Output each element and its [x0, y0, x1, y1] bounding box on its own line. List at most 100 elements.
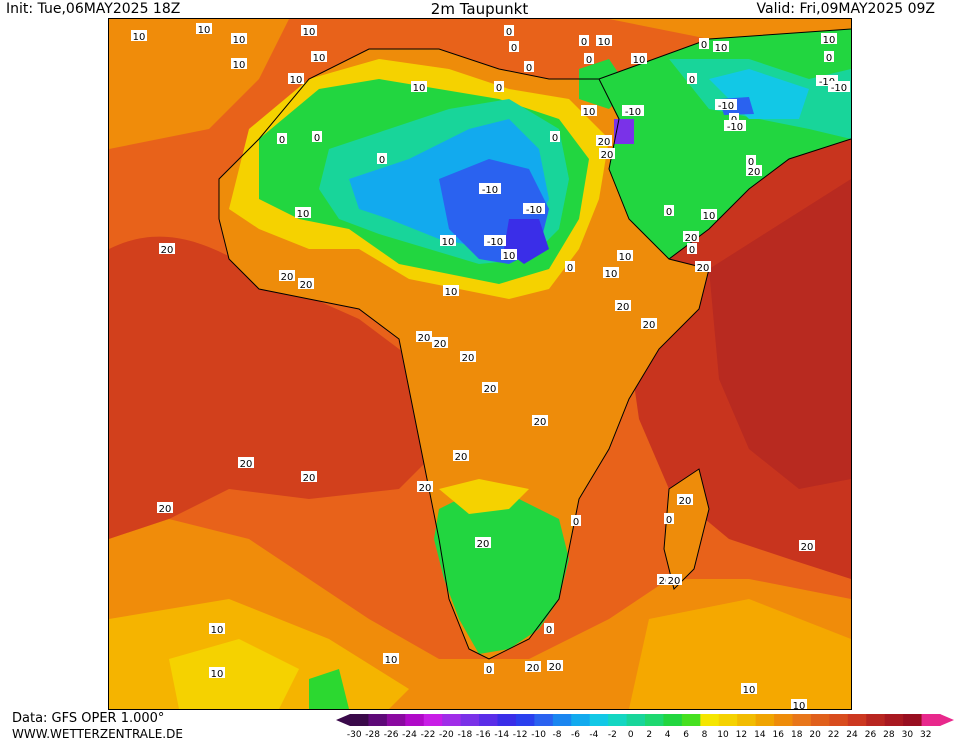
legend-swatch [552, 714, 572, 726]
contour-label: 20 [801, 542, 814, 553]
contour-label-bg [312, 131, 322, 142]
contour-label-bg [279, 270, 295, 281]
contour-label: 20 [240, 459, 253, 470]
contour-label-bg [231, 58, 247, 69]
contour-label-bg [547, 660, 563, 671]
contour-label-bg [713, 41, 729, 52]
legend-tick-label: 16 [773, 730, 785, 740]
contour-label-bg [311, 51, 327, 62]
legend-swatch [663, 714, 683, 726]
contour-label-bg [683, 231, 699, 242]
contour-label-bg [666, 574, 682, 585]
contour-label-bg [301, 25, 317, 36]
contour-label-bg [550, 131, 560, 142]
contour-label: 0 [701, 40, 707, 51]
contour-label: 10 [233, 35, 246, 46]
contour-label: 20 [484, 384, 497, 395]
madagascar-land [664, 469, 709, 589]
legend-swatch [497, 714, 517, 726]
arabia-cyan [709, 69, 809, 119]
legend-swatch [737, 714, 757, 726]
contour-label-bg [695, 261, 711, 272]
contour-label: 0 [581, 37, 587, 48]
contour-label: 0 [279, 135, 285, 146]
init-time: Init: Tue,06MAY2025 18Z [6, 1, 181, 17]
contour-label: 20 [643, 320, 656, 331]
legend-tick-label: 28 [883, 730, 895, 740]
contour-label-bg [581, 105, 597, 116]
contour-label-bg [231, 33, 247, 44]
contour-label: 0 [689, 245, 695, 256]
legend-tick-label: -4 [589, 730, 598, 740]
contour-label-bg [131, 30, 147, 41]
south-indian-yellow [629, 599, 851, 709]
north-atlantic-orange [109, 19, 289, 149]
contour-label-bg [484, 663, 494, 674]
contour-label-bg [509, 41, 519, 52]
legend-swatch [460, 714, 480, 726]
legend-tick-label: -8 [553, 730, 562, 740]
legend-swatch [829, 714, 849, 726]
contour-label: 20 [659, 576, 672, 587]
contour-label-bg [298, 278, 314, 289]
contour-label-bg [238, 457, 254, 468]
contour-label-bg [295, 207, 311, 218]
contour-label: 0 [666, 515, 672, 526]
contour-label-bg [741, 683, 757, 694]
contour-label-bg [524, 61, 534, 72]
legend-swatch [700, 714, 720, 726]
contour-label-bg [460, 351, 476, 362]
legend-min-arrow [336, 714, 350, 726]
indian-ocean-hot-region [709, 179, 851, 489]
madagascar-coastline [663, 468, 710, 590]
contour-label: 10 [313, 53, 326, 64]
contour-label: 20 [303, 473, 316, 484]
contour-label-bg [824, 51, 834, 62]
contour-label-bg [157, 502, 173, 513]
legend-tick-label: 32 [920, 730, 931, 740]
contour-label-bg [196, 23, 212, 34]
contour-label-bg [615, 300, 631, 311]
south-atlantic-yellow-core [169, 639, 299, 709]
contour-label-bg [599, 148, 615, 159]
contour-label-bg [657, 574, 673, 585]
valid-time: Valid: Fri,09MAY2025 09Z [756, 1, 935, 17]
contour-label: 20 [748, 167, 761, 178]
contour-label-bg [209, 667, 225, 678]
legend-tick-label: 22 [828, 730, 839, 740]
contour-label-bg [479, 183, 501, 194]
contour-label-bg [687, 73, 697, 84]
legend-tick-label: 14 [754, 730, 766, 740]
contour-label-bg [571, 515, 581, 526]
contour-label: 20 [534, 417, 547, 428]
contour-label: 10 [619, 252, 632, 263]
contour-label: -10 [727, 122, 743, 133]
contour-label: 20 [617, 302, 630, 313]
legend-swatch [368, 714, 388, 726]
contour-label: 0 [586, 55, 592, 66]
legend-swatch [774, 714, 793, 726]
legend-swatch [810, 714, 830, 726]
contour-label: 10 [823, 35, 836, 46]
contour-label-bg [746, 155, 756, 166]
contour-label: 0 [689, 75, 695, 86]
contour-label: 20 [697, 263, 710, 274]
contour-label-bg [687, 243, 697, 254]
legend-tick-label: 0 [628, 730, 634, 740]
north-ocean-orange [109, 19, 851, 39]
africa-coastline [218, 48, 710, 660]
contour-label-bg [411, 81, 427, 92]
contour-label-bg [791, 699, 807, 709]
contour-label: 0 [496, 83, 502, 94]
legend-swatch [866, 714, 886, 726]
contour-label-bg [584, 53, 594, 64]
contour-label: 20 [418, 333, 431, 344]
contour-label: 10 [297, 209, 310, 220]
contour-label-bg [301, 471, 317, 482]
legend-tick-label: 24 [846, 730, 858, 740]
contour-label: 10 [445, 287, 458, 298]
dewpoint-map: 10 10 10 10 10 10 0 0 0 0 0 10 10 0 10 10 0 0 10 10 10 0 -10 -1… [108, 18, 852, 710]
legend-tick-label: 20 [809, 730, 821, 740]
contour-label-bg [377, 153, 387, 164]
